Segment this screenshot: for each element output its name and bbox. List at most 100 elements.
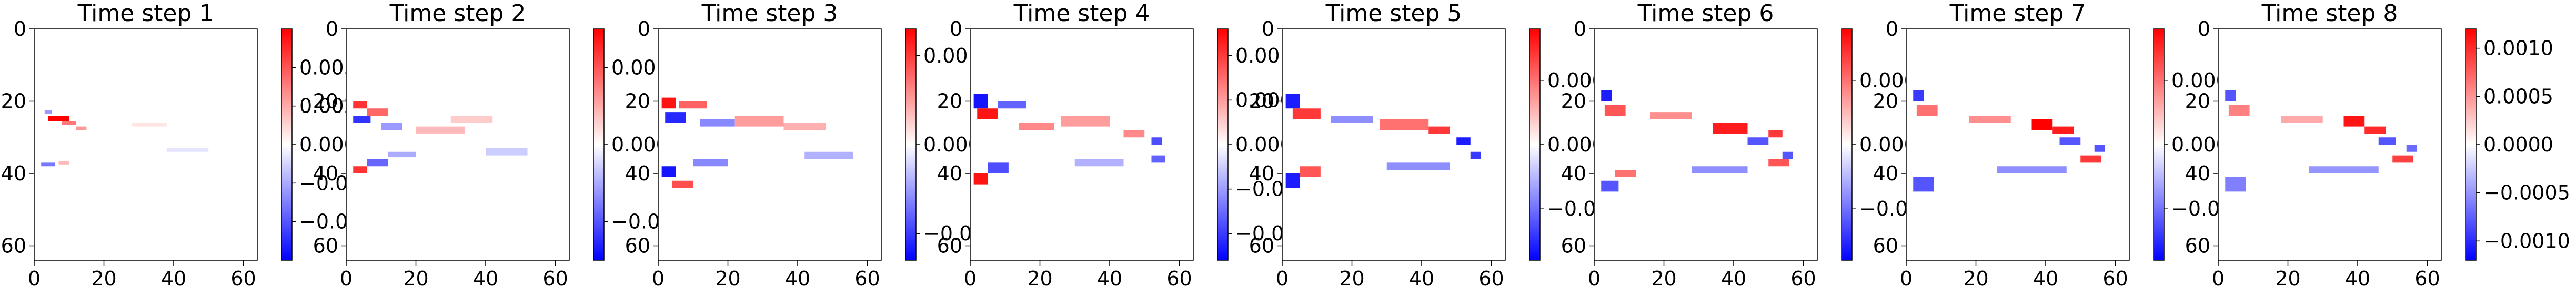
panel-title: Time step 2 — [389, 0, 526, 27]
panel-2: Time step 20 20 40 6002040600.0010.000−0.00… — [313, 0, 686, 290]
plot-frame — [346, 28, 570, 261]
x-tick-label: 0 — [964, 267, 977, 290]
x-tick-label: 0 — [1276, 267, 1289, 290]
y-tick-label: 20 — [313, 90, 338, 113]
x-tick-label: 0 — [1900, 267, 1913, 290]
colorbar-tick-label: 0.0000 — [2483, 133, 2553, 156]
heatmap-cell — [1713, 123, 1748, 134]
y-tick-label: 60 — [1, 234, 26, 258]
x-tick-label: 60 — [1478, 267, 1504, 290]
heatmap-cell — [48, 116, 69, 121]
heatmap-cell — [1285, 173, 1300, 188]
heatmap-cell — [672, 180, 693, 188]
heatmap-cell — [973, 173, 988, 185]
y-tick-label: 40 — [625, 162, 650, 185]
x-tick-label: 20 — [715, 267, 740, 290]
y-tick-label: 0 — [1262, 17, 1274, 40]
panel-title: Time step 7 — [1949, 0, 2086, 27]
x-tick-label: 60 — [1790, 267, 1816, 290]
heatmap-cell — [2392, 155, 2413, 163]
heatmap-cell — [2059, 137, 2081, 145]
heatmap-cell — [1913, 177, 1934, 192]
y-tick-label: 20 — [937, 90, 962, 113]
y-tick-label: 40 — [937, 162, 962, 185]
heatmap-cell — [353, 166, 367, 173]
heatmap-cell — [973, 94, 988, 109]
heatmap-cell — [1151, 137, 1162, 145]
y-tick-label: 20 — [1561, 90, 1586, 113]
y-tick-label: 40 — [1249, 162, 1274, 185]
panel-title: Time step 6 — [1637, 0, 1774, 27]
x-tick-label: 40 — [473, 267, 498, 290]
heatmap-cell — [1386, 162, 1450, 170]
panel-title: Time step 5 — [1325, 0, 1462, 27]
y-tick-label: 60 — [1873, 234, 1898, 258]
plot-frame — [1594, 28, 1818, 261]
panel-title: Time step 8 — [2261, 0, 2398, 27]
heatmap-cell — [2094, 145, 2105, 152]
heatmap-cell — [353, 116, 371, 123]
colorbar-tick-label: −0.0010 — [2483, 229, 2570, 252]
colorbar — [281, 28, 293, 261]
panel-title: Time step 1 — [77, 0, 214, 27]
heatmap-cell — [1061, 116, 1110, 127]
heatmap-cell — [679, 101, 707, 109]
heatmap-cell — [132, 123, 167, 127]
y-tick-label: 20 — [1873, 90, 1898, 113]
heatmap-cell — [2406, 145, 2417, 152]
heatmap-cell — [367, 108, 388, 116]
colorbar-tick-label: 0.0010 — [2483, 37, 2553, 60]
heatmap-cell — [1285, 94, 1300, 109]
heatmap-cell — [1380, 119, 1429, 130]
heatmap-cell — [41, 162, 55, 167]
y-tick-label: 0 — [638, 17, 650, 40]
heatmap-background — [346, 29, 569, 260]
heatmap-cell — [388, 151, 416, 158]
heatmap-background — [2218, 29, 2441, 260]
heatmap-background — [1282, 29, 1505, 260]
y-tick-label: 20 — [1249, 90, 1274, 113]
heatmap-cell — [1913, 90, 1924, 101]
y-tick-label: 40 — [1561, 162, 1586, 185]
heatmap-cell — [2378, 137, 2396, 145]
colorbar — [1841, 28, 1853, 261]
x-tick-label: 60 — [2414, 267, 2440, 290]
heatmap-cell — [1747, 137, 1769, 145]
heatmap-cell — [1292, 108, 1321, 119]
heatmap-cell — [1601, 180, 1619, 192]
heatmap-cell — [416, 126, 465, 134]
heatmap-cell — [783, 123, 826, 130]
heatmap-cell — [661, 97, 676, 109]
x-tick-label: 60 — [542, 267, 568, 290]
heatmap-cell — [804, 151, 853, 159]
heatmap-cell — [1019, 123, 1054, 130]
heatmap-cell — [734, 116, 784, 127]
heatmap-cell — [1470, 151, 1481, 159]
y-tick-label: 60 — [1249, 234, 1274, 258]
heatmap-background — [1594, 29, 1817, 260]
heatmap-cell — [1969, 116, 2011, 123]
heatmap-cell — [977, 108, 998, 119]
y-tick-label: 40 — [313, 162, 338, 185]
heatmap-cell — [2309, 166, 2379, 173]
y-tick-label: 20 — [1, 90, 26, 113]
x-tick-label: 20 — [1651, 267, 1676, 290]
x-tick-label: 20 — [1027, 267, 1052, 290]
heatmap-cell — [2080, 155, 2101, 163]
heatmap-cell — [998, 101, 1026, 109]
heatmap-cell — [486, 148, 528, 156]
heatmap-cell — [2225, 177, 2246, 192]
y-tick-label: 60 — [2185, 234, 2210, 258]
y-tick-label: 40 — [1873, 162, 1898, 185]
x-tick-label: 40 — [161, 267, 186, 290]
heatmap-cell — [62, 121, 76, 125]
panel-title: Time step 3 — [701, 0, 838, 27]
heatmap-cell — [166, 148, 209, 152]
panel-8: Time step 80 20 40 6002040600.00100.00050.0… — [2185, 0, 2570, 290]
y-tick-label: 0 — [14, 17, 26, 40]
x-tick-label: 0 — [2212, 267, 2225, 290]
heatmap-cell — [1782, 151, 1793, 159]
heatmap-cell — [1151, 155, 1165, 163]
heatmap-cell — [2281, 116, 2323, 123]
